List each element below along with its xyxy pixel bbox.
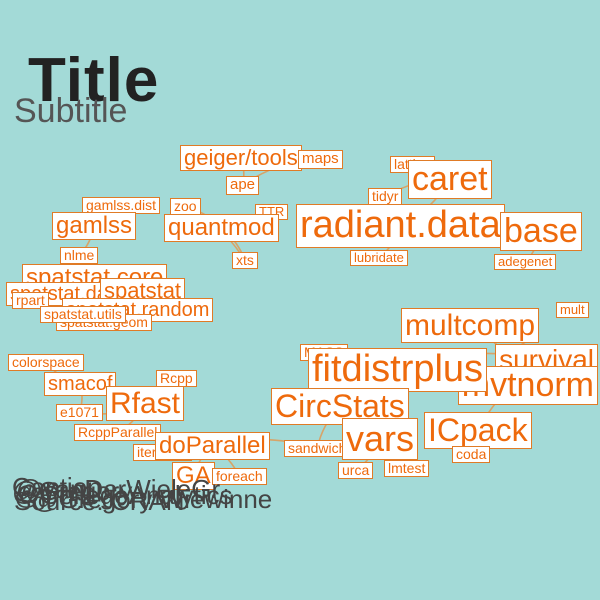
node-sandwich[interactable]: sandwich — [284, 440, 351, 458]
node-quantmod[interactable]: quantmod — [164, 214, 279, 243]
node-rcppparallel[interactable]: RcppParallel — [74, 424, 162, 442]
node-multcomp[interactable]: multcomp — [401, 308, 540, 343]
node-spatstatutils[interactable]: spatstat.utils — [40, 306, 126, 324]
node-coda[interactable]: coda — [452, 446, 491, 464]
node-adegenet[interactable]: adegenet — [494, 254, 557, 271]
node-tidyr[interactable]: tidyr — [368, 188, 403, 206]
node-radiantdata[interactable]: radiant.data — [296, 204, 505, 248]
node-smacof[interactable]: smacof — [44, 372, 117, 396]
node-doparallel[interactable]: doParallel — [155, 432, 270, 461]
node-vars[interactable]: vars — [342, 418, 419, 460]
node-urca[interactable]: urca — [338, 462, 374, 480]
page-title: Title — [28, 46, 160, 115]
caption-1: @Gregory Wiewinne — [32, 484, 273, 514]
caption-3: Caption — [12, 472, 102, 502]
node-fitdistrplus[interactable]: fitdistrplus — [308, 348, 488, 392]
node-gamlss[interactable]: gamlss — [52, 212, 137, 241]
node-ga[interactable]: GA — [172, 462, 215, 491]
node-caret[interactable]: caret — [408, 160, 492, 200]
node-lmtest[interactable]: lmtest — [384, 460, 430, 478]
caption-5: @vanDerWieleGr — [16, 474, 221, 504]
node-zoo[interactable]: zoo — [170, 198, 201, 216]
node-foreach[interactable]: foreach — [212, 468, 267, 486]
node-maps[interactable]: maps — [298, 150, 343, 169]
node-circstats[interactable]: CircStats — [271, 388, 409, 426]
node-mult[interactable]: mult — [556, 302, 589, 319]
node-geigertools[interactable]: geiger/tools — [180, 145, 302, 172]
node-rpart[interactable]: rpart — [12, 292, 49, 310]
caption-4: @CollegeAnalytics — [14, 480, 233, 510]
node-base[interactable]: base — [500, 212, 582, 252]
node-lubridate[interactable]: lubridate — [350, 250, 408, 267]
node-colorspace[interactable]: colorspace — [8, 354, 84, 372]
caption-2: @Gregory — [12, 476, 133, 506]
node-icpack[interactable]: ICpack — [424, 412, 532, 450]
node-nlme[interactable]: nlme — [60, 247, 99, 265]
node-rfast[interactable]: Rfast — [106, 386, 185, 421]
node-xts[interactable]: xts — [232, 252, 258, 270]
node-ape[interactable]: ape — [226, 176, 260, 195]
node-gamlssdist[interactable]: gamlss.dist — [82, 197, 161, 215]
caption-6: Source: CRAN — [14, 486, 185, 516]
page-subtitle: Subtitle — [14, 92, 128, 130]
node-e1071[interactable]: e1071 — [56, 404, 103, 422]
node-rcpp[interactable]: Rcpp — [156, 370, 197, 388]
caption-stack: @Gregory Wiewinne @Gregory Caption @Coll… — [12, 474, 312, 524]
